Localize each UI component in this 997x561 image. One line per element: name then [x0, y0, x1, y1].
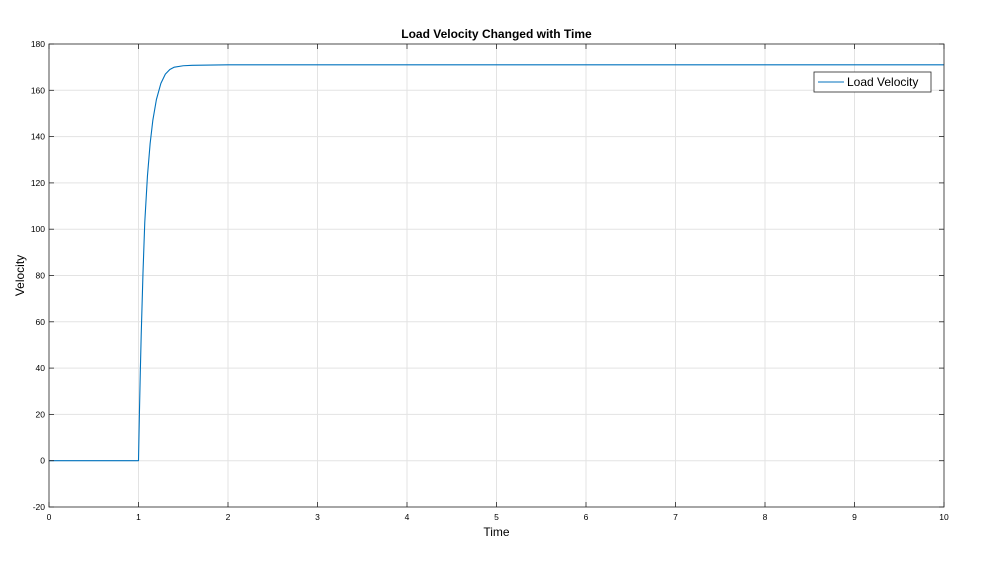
x-tick-label: 8 [763, 512, 768, 522]
x-tick-label: 9 [852, 512, 857, 522]
y-tick-label: 120 [31, 178, 45, 188]
y-tick-label: 20 [36, 409, 46, 419]
y-tick-label: 40 [36, 363, 46, 373]
y-tick-label: 0 [40, 456, 45, 466]
x-tick-label: 1 [136, 512, 141, 522]
x-tick-label: 10 [939, 512, 949, 522]
y-tick-label: 100 [31, 224, 45, 234]
x-tick-label: 2 [226, 512, 231, 522]
x-tick-label: 7 [673, 512, 678, 522]
y-axis-label: Velocity [13, 255, 27, 296]
series-layer [49, 64, 944, 462]
legend: Load Velocity [813, 71, 932, 93]
x-tick-label: 0 [47, 512, 52, 522]
x-tick-label: 3 [315, 512, 320, 522]
series-line-load-velocity [49, 64, 944, 462]
y-tick-label: 60 [36, 317, 46, 327]
chart-title: Load Velocity Changed with Time [401, 27, 592, 41]
y-tick-label: 80 [36, 271, 46, 281]
legend-label-load-velocity: Load Velocity [847, 75, 918, 89]
x-axis-label: Time [483, 525, 510, 539]
y-tick-label: -20 [33, 502, 46, 512]
y-tick-label: 180 [31, 39, 45, 49]
x-tick-label: 4 [405, 512, 410, 522]
y-tick-label: 140 [31, 132, 45, 142]
x-tick-label: 6 [584, 512, 589, 522]
x-tick-label: 5 [494, 512, 499, 522]
y-tick-label: 160 [31, 85, 45, 95]
legend-box [813, 71, 932, 93]
